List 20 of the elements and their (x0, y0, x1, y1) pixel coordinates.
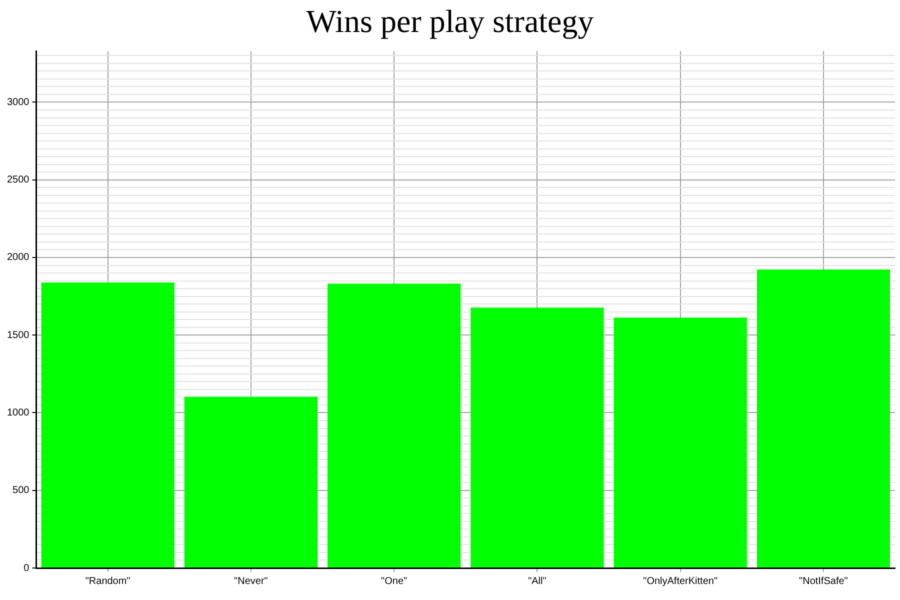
x-tick-label: "Never" (234, 576, 268, 587)
y-tick-label: 0 (24, 562, 30, 574)
y-tick-label: 2000 (6, 252, 30, 264)
bar (184, 396, 318, 568)
x-tick-label: "One" (381, 576, 408, 587)
x-tick-label: "Random" (85, 576, 131, 587)
bar (470, 308, 604, 568)
y-tick-label: 500 (12, 485, 30, 496)
x-tick-label: "NotIfSafe" (799, 576, 848, 587)
y-tick-label: 1500 (6, 330, 30, 341)
chart-title: Wins per play strategy (305, 2, 595, 41)
x-tick-label: "All" (528, 576, 547, 587)
y-tick-label: 3000 (6, 96, 30, 108)
y-tick-label: 2500 (6, 174, 30, 186)
x-tick-label: "OnlyAfterKitten" (643, 576, 718, 587)
bar (41, 282, 174, 568)
bar (328, 284, 461, 568)
y-tick-label: 1000 (6, 407, 30, 418)
bar (614, 318, 747, 568)
bar (756, 269, 890, 568)
